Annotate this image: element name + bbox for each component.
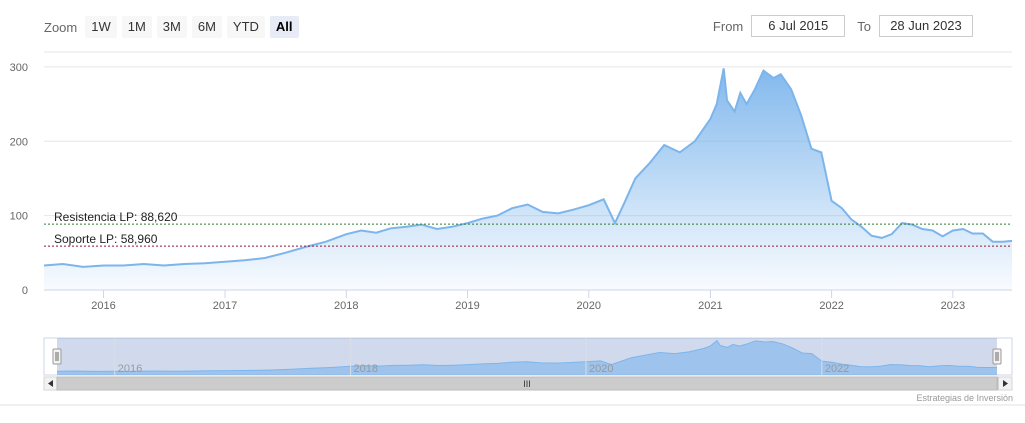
navigator-handle-right[interactable]: [992, 348, 1002, 365]
support-label: Soporte LP: 58,960: [54, 232, 158, 246]
y-tick-label: 100: [10, 211, 28, 223]
y-tick-label: 300: [10, 62, 28, 74]
zoom-bar: Zoom 1W 1M 3M 6M YTD All: [44, 15, 304, 39]
x-tick-label: 2016: [91, 300, 115, 312]
navigator-line: [56, 339, 998, 372]
navigator-tick-label: 2020: [589, 363, 613, 375]
credits-text[interactable]: Estrategias de Inversión: [916, 393, 1013, 403]
resistance-label: Resistencia LP: 88,620: [54, 210, 178, 224]
to-label: To: [857, 18, 871, 34]
x-tick-label: 2022: [819, 300, 843, 312]
from-date-input[interactable]: 6 Jul 2015: [751, 15, 846, 37]
zoom-button-all[interactable]: All: [269, 16, 299, 38]
y-tick-label: 0: [22, 285, 28, 297]
zoom-label: Zoom: [44, 19, 78, 35]
zoom-button-1m[interactable]: 1M: [121, 16, 152, 38]
x-tick-label: 2017: [213, 300, 237, 312]
x-tick-label: 2018: [334, 300, 358, 312]
axes: 0 100 200 300 2016 2017 2018 2019 2020 2021 2022 20…: [10, 62, 1012, 312]
y-tick-label: 200: [10, 136, 28, 148]
navigator[interactable]: 2016 2018 2020 2022 III: [0, 337, 1025, 406]
zoom-button-ytd[interactable]: YTD: [226, 16, 265, 38]
zoom-button-6m[interactable]: 6M: [191, 16, 222, 38]
x-tick-label: 2020: [577, 300, 601, 312]
zoom-button-1w[interactable]: 1W: [85, 16, 117, 38]
navigator-tick-label: 2016: [118, 363, 142, 375]
scroll-right-arrow-icon[interactable]: [1003, 380, 1008, 387]
x-tick-label: 2021: [698, 300, 722, 312]
scrollbar-grip-label: III: [523, 379, 531, 389]
navigator-tick-label: 2022: [825, 363, 849, 375]
series-line: [43, 68, 1013, 268]
x-tick-label: 2023: [941, 300, 965, 312]
series-layer: [43, 68, 1013, 291]
navigator-area: [57, 340, 997, 375]
navigator-tick-label: 2018: [354, 363, 378, 375]
date-range: From 6 Jul 2015 To 28 Jun 2023: [713, 15, 973, 37]
zoom-button-3m[interactable]: 3M: [156, 16, 187, 38]
annotations: Resistencia LP: 88,620 Soporte LP: 58,960: [44, 210, 1012, 247]
from-label: From: [712, 18, 744, 34]
navigator-handle-left[interactable]: [52, 348, 62, 365]
scroll-left-arrow-icon[interactable]: [48, 380, 53, 387]
to-date-input[interactable]: 28 Jun 2023: [879, 15, 973, 37]
series-area: [44, 68, 1012, 291]
x-tick-label: 2019: [455, 300, 479, 312]
